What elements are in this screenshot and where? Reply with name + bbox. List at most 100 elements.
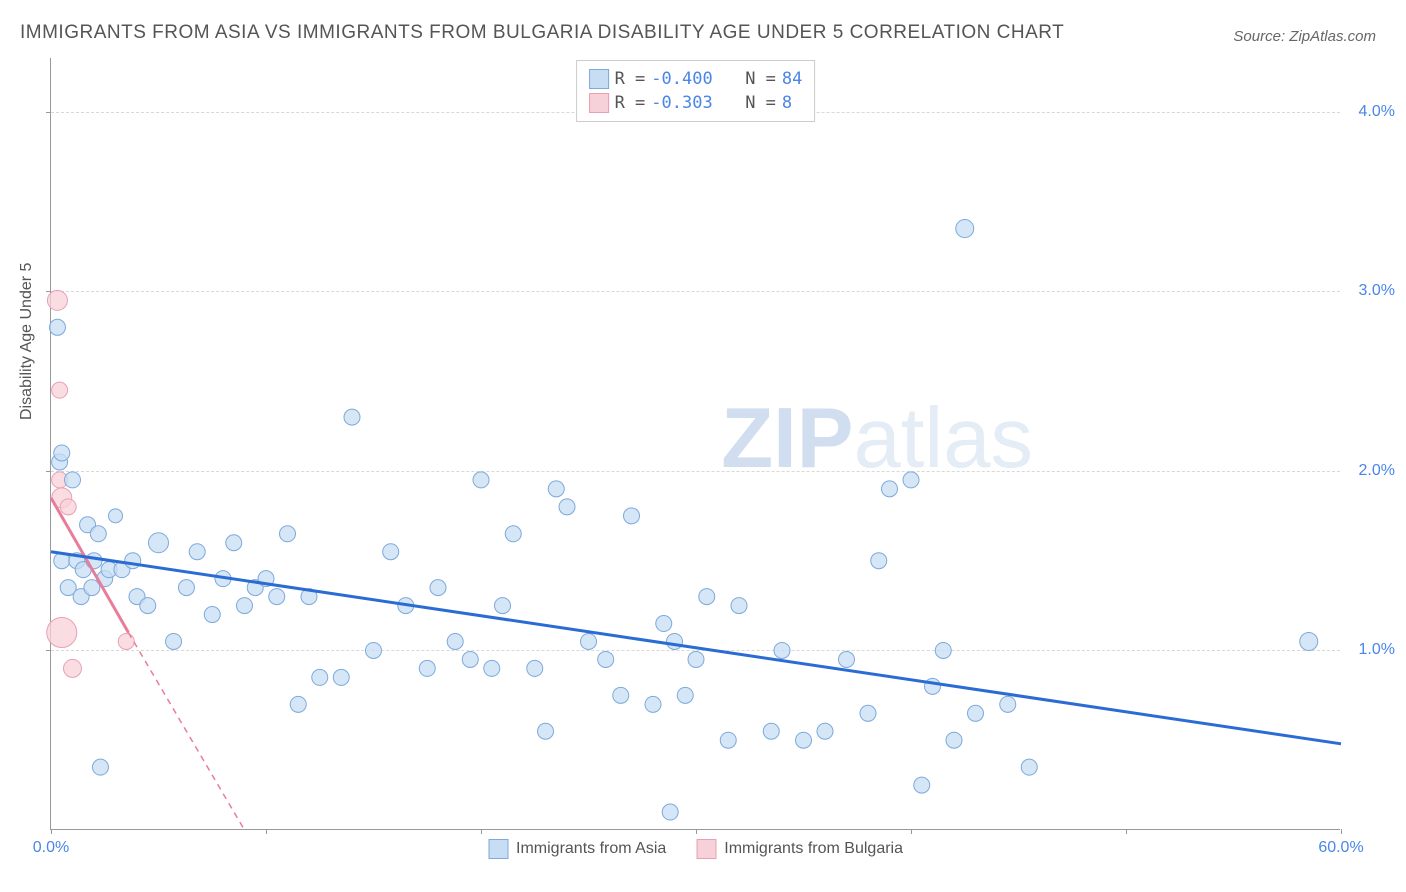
data-point bbox=[178, 580, 194, 596]
legend-r-label: R = bbox=[615, 69, 646, 89]
data-point bbox=[90, 526, 106, 542]
data-point bbox=[118, 633, 134, 649]
data-point bbox=[419, 660, 435, 676]
legend-row-asia: R = -0.400 N = 84 bbox=[589, 67, 803, 91]
x-tick-mark bbox=[266, 829, 267, 834]
data-point bbox=[774, 642, 790, 658]
x-tick-mark bbox=[481, 829, 482, 834]
data-point bbox=[484, 660, 500, 676]
data-point bbox=[581, 633, 597, 649]
data-point bbox=[54, 445, 70, 461]
data-point bbox=[624, 508, 640, 524]
data-point bbox=[699, 589, 715, 605]
data-point bbox=[914, 777, 930, 793]
plot-area: ZIPatlas R = -0.400 N = 84 R = -0.303 N … bbox=[50, 58, 1340, 830]
data-point bbox=[613, 687, 629, 703]
legend-n-asia: 84 bbox=[782, 69, 802, 89]
data-point bbox=[47, 290, 67, 310]
legend-r-bulgaria: -0.303 bbox=[651, 93, 712, 113]
data-point bbox=[189, 544, 205, 560]
data-point bbox=[366, 642, 382, 658]
legend-swatch-bulgaria bbox=[589, 93, 609, 113]
data-point bbox=[1000, 696, 1016, 712]
data-point bbox=[52, 382, 68, 398]
legend-n-bulgaria: 8 bbox=[782, 93, 792, 113]
data-point bbox=[149, 533, 169, 553]
data-point bbox=[109, 509, 123, 523]
data-point bbox=[505, 526, 521, 542]
data-point bbox=[656, 616, 672, 632]
x-tick-label: 0.0% bbox=[33, 839, 69, 857]
legend-n-label: N = bbox=[745, 93, 776, 113]
data-point bbox=[1021, 759, 1037, 775]
data-point bbox=[946, 732, 962, 748]
chart-title: IMMIGRANTS FROM ASIA VS IMMIGRANTS FROM … bbox=[20, 22, 1064, 44]
data-point bbox=[763, 723, 779, 739]
data-point bbox=[538, 723, 554, 739]
legend-label-asia: Immigrants from Asia bbox=[516, 840, 666, 858]
data-point bbox=[473, 472, 489, 488]
data-point bbox=[125, 553, 141, 569]
data-point bbox=[344, 409, 360, 425]
data-point bbox=[383, 544, 399, 560]
data-point bbox=[495, 598, 511, 614]
data-point bbox=[140, 598, 156, 614]
source-value: ZipAtlas.com bbox=[1289, 28, 1376, 45]
y-tick-mark bbox=[46, 112, 51, 113]
data-point bbox=[882, 481, 898, 497]
x-tick-mark bbox=[911, 829, 912, 834]
y-tick-label: 4.0% bbox=[1345, 103, 1395, 121]
data-point bbox=[839, 651, 855, 667]
data-point bbox=[60, 499, 76, 515]
source-label: Source: bbox=[1233, 28, 1285, 45]
data-point bbox=[333, 669, 349, 685]
data-point bbox=[903, 472, 919, 488]
y-tick-mark bbox=[46, 650, 51, 651]
x-tick-mark bbox=[51, 829, 52, 834]
data-point bbox=[49, 319, 65, 335]
data-point bbox=[871, 553, 887, 569]
legend-swatch-asia-2 bbox=[488, 839, 508, 859]
data-point bbox=[64, 659, 82, 677]
legend-r-label: R = bbox=[615, 93, 646, 113]
chart-svg bbox=[51, 58, 1340, 829]
data-point bbox=[956, 220, 974, 238]
data-point bbox=[462, 651, 478, 667]
y-tick-label: 3.0% bbox=[1345, 282, 1395, 300]
data-point bbox=[677, 687, 693, 703]
legend-item-asia: Immigrants from Asia bbox=[488, 839, 666, 859]
data-point bbox=[598, 651, 614, 667]
data-point bbox=[269, 589, 285, 605]
x-tick-mark bbox=[1341, 829, 1342, 834]
y-tick-mark bbox=[46, 291, 51, 292]
data-point bbox=[860, 705, 876, 721]
x-tick-mark bbox=[696, 829, 697, 834]
data-point bbox=[447, 633, 463, 649]
data-point bbox=[796, 732, 812, 748]
data-point bbox=[720, 732, 736, 748]
trend-line bbox=[128, 633, 244, 830]
data-point bbox=[92, 759, 108, 775]
data-point bbox=[290, 696, 306, 712]
data-point bbox=[280, 526, 296, 542]
data-point bbox=[935, 642, 951, 658]
y-tick-label: 2.0% bbox=[1345, 462, 1395, 480]
legend-item-bulgaria: Immigrants from Bulgaria bbox=[696, 839, 903, 859]
legend-swatch-asia bbox=[589, 69, 609, 89]
data-point bbox=[662, 804, 678, 820]
data-point bbox=[312, 669, 328, 685]
legend-n-label: N = bbox=[745, 69, 776, 89]
data-point bbox=[688, 651, 704, 667]
data-point bbox=[527, 660, 543, 676]
data-point bbox=[645, 696, 661, 712]
source-attribution: Source: ZipAtlas.com bbox=[1233, 28, 1376, 45]
data-point bbox=[430, 580, 446, 596]
legend-swatch-bulgaria-2 bbox=[696, 839, 716, 859]
y-tick-label: 1.0% bbox=[1345, 641, 1395, 659]
y-axis-label: Disability Age Under 5 bbox=[18, 263, 36, 420]
x-tick-mark bbox=[1126, 829, 1127, 834]
data-point bbox=[731, 598, 747, 614]
legend-r-asia: -0.400 bbox=[651, 69, 712, 89]
data-point bbox=[237, 598, 253, 614]
y-tick-mark bbox=[46, 471, 51, 472]
